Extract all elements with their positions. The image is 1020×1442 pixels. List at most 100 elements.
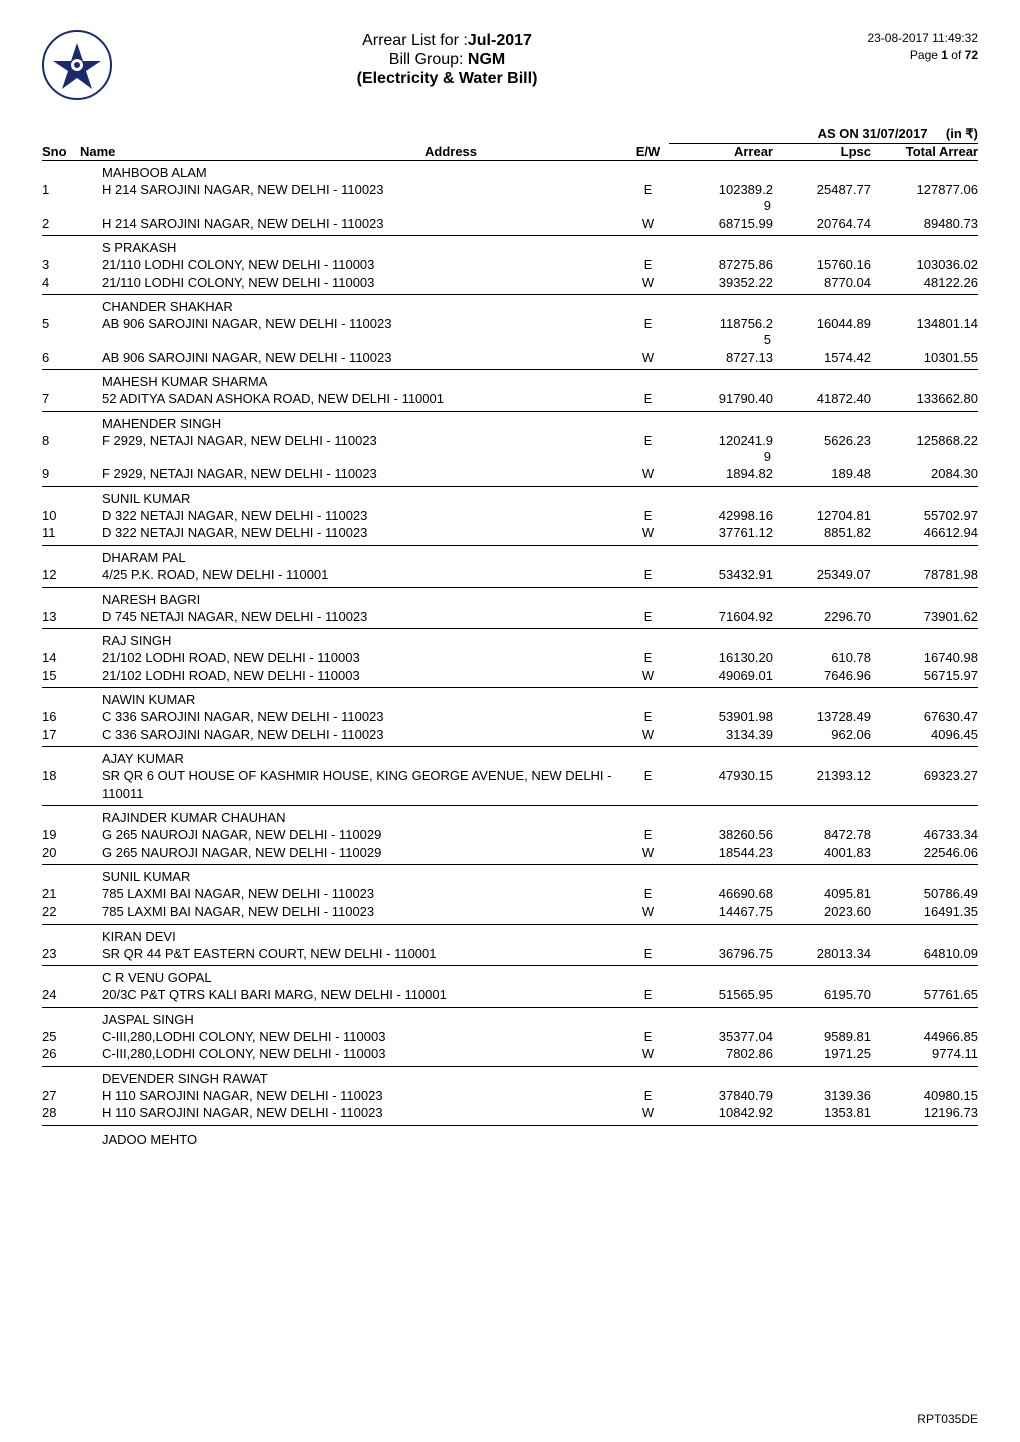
as-of-row: AS ON 31/07/2017 (in ₹) [669,126,978,144]
cell-ew: E [627,945,669,963]
cell-arrear: 120241.99 [669,432,773,450]
page-label: Page [910,48,941,62]
table-row: 19G 265 NAUROJI NAGAR, NEW DELHI - 11002… [42,826,978,844]
cell-arrear-value: 42998.16 [719,508,773,523]
cell-arrear-value: 1894.82 [726,466,773,481]
cell-arrear: 37761.12 [669,524,773,542]
cell-arrear-value: 8727.13 [726,350,773,365]
cell-address: C 336 SAROJINI NAGAR, NEW DELHI - 110023 [80,708,627,726]
cell-total: 10301.55 [871,349,978,367]
cell-address: 785 LAXMI BAI NAGAR, NEW DELHI - 110023 [80,903,627,921]
group-name: DEVENDER SINGH RAWAT [42,1071,978,1086]
cell-ew: W [627,667,669,685]
title-line-3: (Electricity & Water Bill) [116,70,778,88]
cell-sno: 7 [42,390,80,408]
cell-sno: 23 [42,945,80,963]
overflow-spacer [42,449,978,465]
cell-arrear-value: 37840.79 [719,1088,773,1103]
col-arrear: Arrear [669,144,773,160]
cell-address: H 214 SAROJINI NAGAR, NEW DELHI - 110023 [80,215,627,233]
group-name: KIRAN DEVI [42,929,978,944]
col-total: Total Arrear [871,144,978,160]
cell-ew: W [627,903,669,921]
cell-arrear-value: 102389.2 [719,182,773,197]
group: SUNIL KUMAR21785 LAXMI BAI NAGAR, NEW DE… [42,865,978,924]
group-name: NARESH BAGRI [42,592,978,607]
table-row: 13D 745 NETAJI NAGAR, NEW DELHI - 110023… [42,608,978,626]
cell-arrear-value: 39352.22 [719,275,773,290]
cell-total: 127877.06 [871,181,978,199]
cell-arrear: 14467.75 [669,903,773,921]
group: KIRAN DEVI23SR QR 44 P&T EASTERN COURT, … [42,925,978,967]
column-headers: Sno Name Address E/W AS ON 31/07/2017 (i… [42,126,978,161]
cell-address: 21/102 LODHI ROAD, NEW DELHI - 110003 [80,667,627,685]
cell-arrear-value: 118756.2 [720,316,773,331]
table-row: 2H 214 SAROJINI NAGAR, NEW DELHI - 11002… [42,215,978,233]
cell-address: G 265 NAUROJI NAGAR, NEW DELHI - 110029 [80,844,627,862]
subtitle: (Electricity & Water Bill) [357,70,538,87]
cell-sno: 13 [42,608,80,626]
cell-total: 78781.98 [871,566,978,584]
title-block: Arrear List for :Jul-2017 Bill Group: NG… [116,30,778,88]
cell-address: H 214 SAROJINI NAGAR, NEW DELHI - 110023 [80,181,627,199]
cell-address: AB 906 SAROJINI NAGAR, NEW DELHI - 11002… [80,349,627,367]
cell-sno: 1 [42,181,80,199]
cell-total: 103036.02 [871,256,978,274]
table-row: 6AB 906 SAROJINI NAGAR, NEW DELHI - 1100… [42,349,978,367]
cell-lpsc: 6195.70 [773,986,871,1004]
cell-sno: 21 [42,885,80,903]
ndmc-logo-icon [42,30,112,100]
cell-lpsc: 16044.89 [773,315,871,333]
cell-arrear-value: 38260.56 [719,827,773,842]
cell-total: 56715.97 [871,667,978,685]
title-period: Jul-2017 [468,32,532,49]
cell-arrear: 51565.95 [669,986,773,1004]
table-row: 16C 336 SAROJINI NAGAR, NEW DELHI - 1100… [42,708,978,726]
group: S PRAKASH321/110 LODHI COLONY, NEW DELHI… [42,236,978,295]
cell-total: 67630.47 [871,708,978,726]
cell-total: 50786.49 [871,885,978,903]
cell-arrear: 118756.25 [669,315,773,333]
cell-sno: 12 [42,566,80,584]
cell-lpsc: 610.78 [773,649,871,667]
cell-arrear: 8727.13 [669,349,773,367]
bill-group-label: Bill Group: [389,51,468,68]
cell-arrear-value: 3134.39 [726,727,773,742]
cell-sno: 19 [42,826,80,844]
cell-arrear: 71604.92 [669,608,773,626]
group-name: NAWIN KUMAR [42,692,978,707]
cell-total: 9774.11 [871,1045,978,1063]
cell-total: 40980.15 [871,1087,978,1105]
cell-total: 2084.30 [871,465,978,483]
cell-ew: E [627,1028,669,1046]
cell-lpsc: 21393.12 [773,767,871,785]
cell-lpsc: 4095.81 [773,885,871,903]
cell-arrear: 1894.82 [669,465,773,483]
groups-container: MAHBOOB ALAM1H 214 SAROJINI NAGAR, NEW D… [42,161,978,1126]
title-line-2: Bill Group: NGM [116,51,778,69]
cell-arrear: 38260.56 [669,826,773,844]
group-name: MAHESH KUMAR SHARMA [42,374,978,389]
cell-lpsc: 189.48 [773,465,871,483]
cell-ew: W [627,349,669,367]
title-prefix: Arrear List for : [362,32,468,49]
cell-arrear-value: 51565.95 [719,987,773,1002]
cell-ew: E [627,649,669,667]
cell-lpsc: 3139.36 [773,1087,871,1105]
cell-lpsc: 15760.16 [773,256,871,274]
table-row: 10D 322 NETAJI NAGAR, NEW DELHI - 110023… [42,507,978,525]
cell-ew: E [627,256,669,274]
bill-group-value: NGM [468,51,505,68]
cell-lpsc: 5626.23 [773,432,871,450]
cell-lpsc: 12704.81 [773,507,871,525]
cell-address: 21/110 LODHI COLONY, NEW DELHI - 110003 [80,256,627,274]
cell-ew: E [627,181,669,199]
meta-block: 23-08-2017 11:49:32 Page 1 of 72 [778,30,978,65]
group-name: SUNIL KUMAR [42,869,978,884]
overflow-spacer [42,333,978,349]
group: NAWIN KUMAR16C 336 SAROJINI NAGAR, NEW D… [42,688,978,747]
cell-address: G 265 NAUROJI NAGAR, NEW DELHI - 110029 [80,826,627,844]
cell-ew: E [627,986,669,1004]
cell-ew: W [627,524,669,542]
group: MAHBOOB ALAM1H 214 SAROJINI NAGAR, NEW D… [42,161,978,236]
